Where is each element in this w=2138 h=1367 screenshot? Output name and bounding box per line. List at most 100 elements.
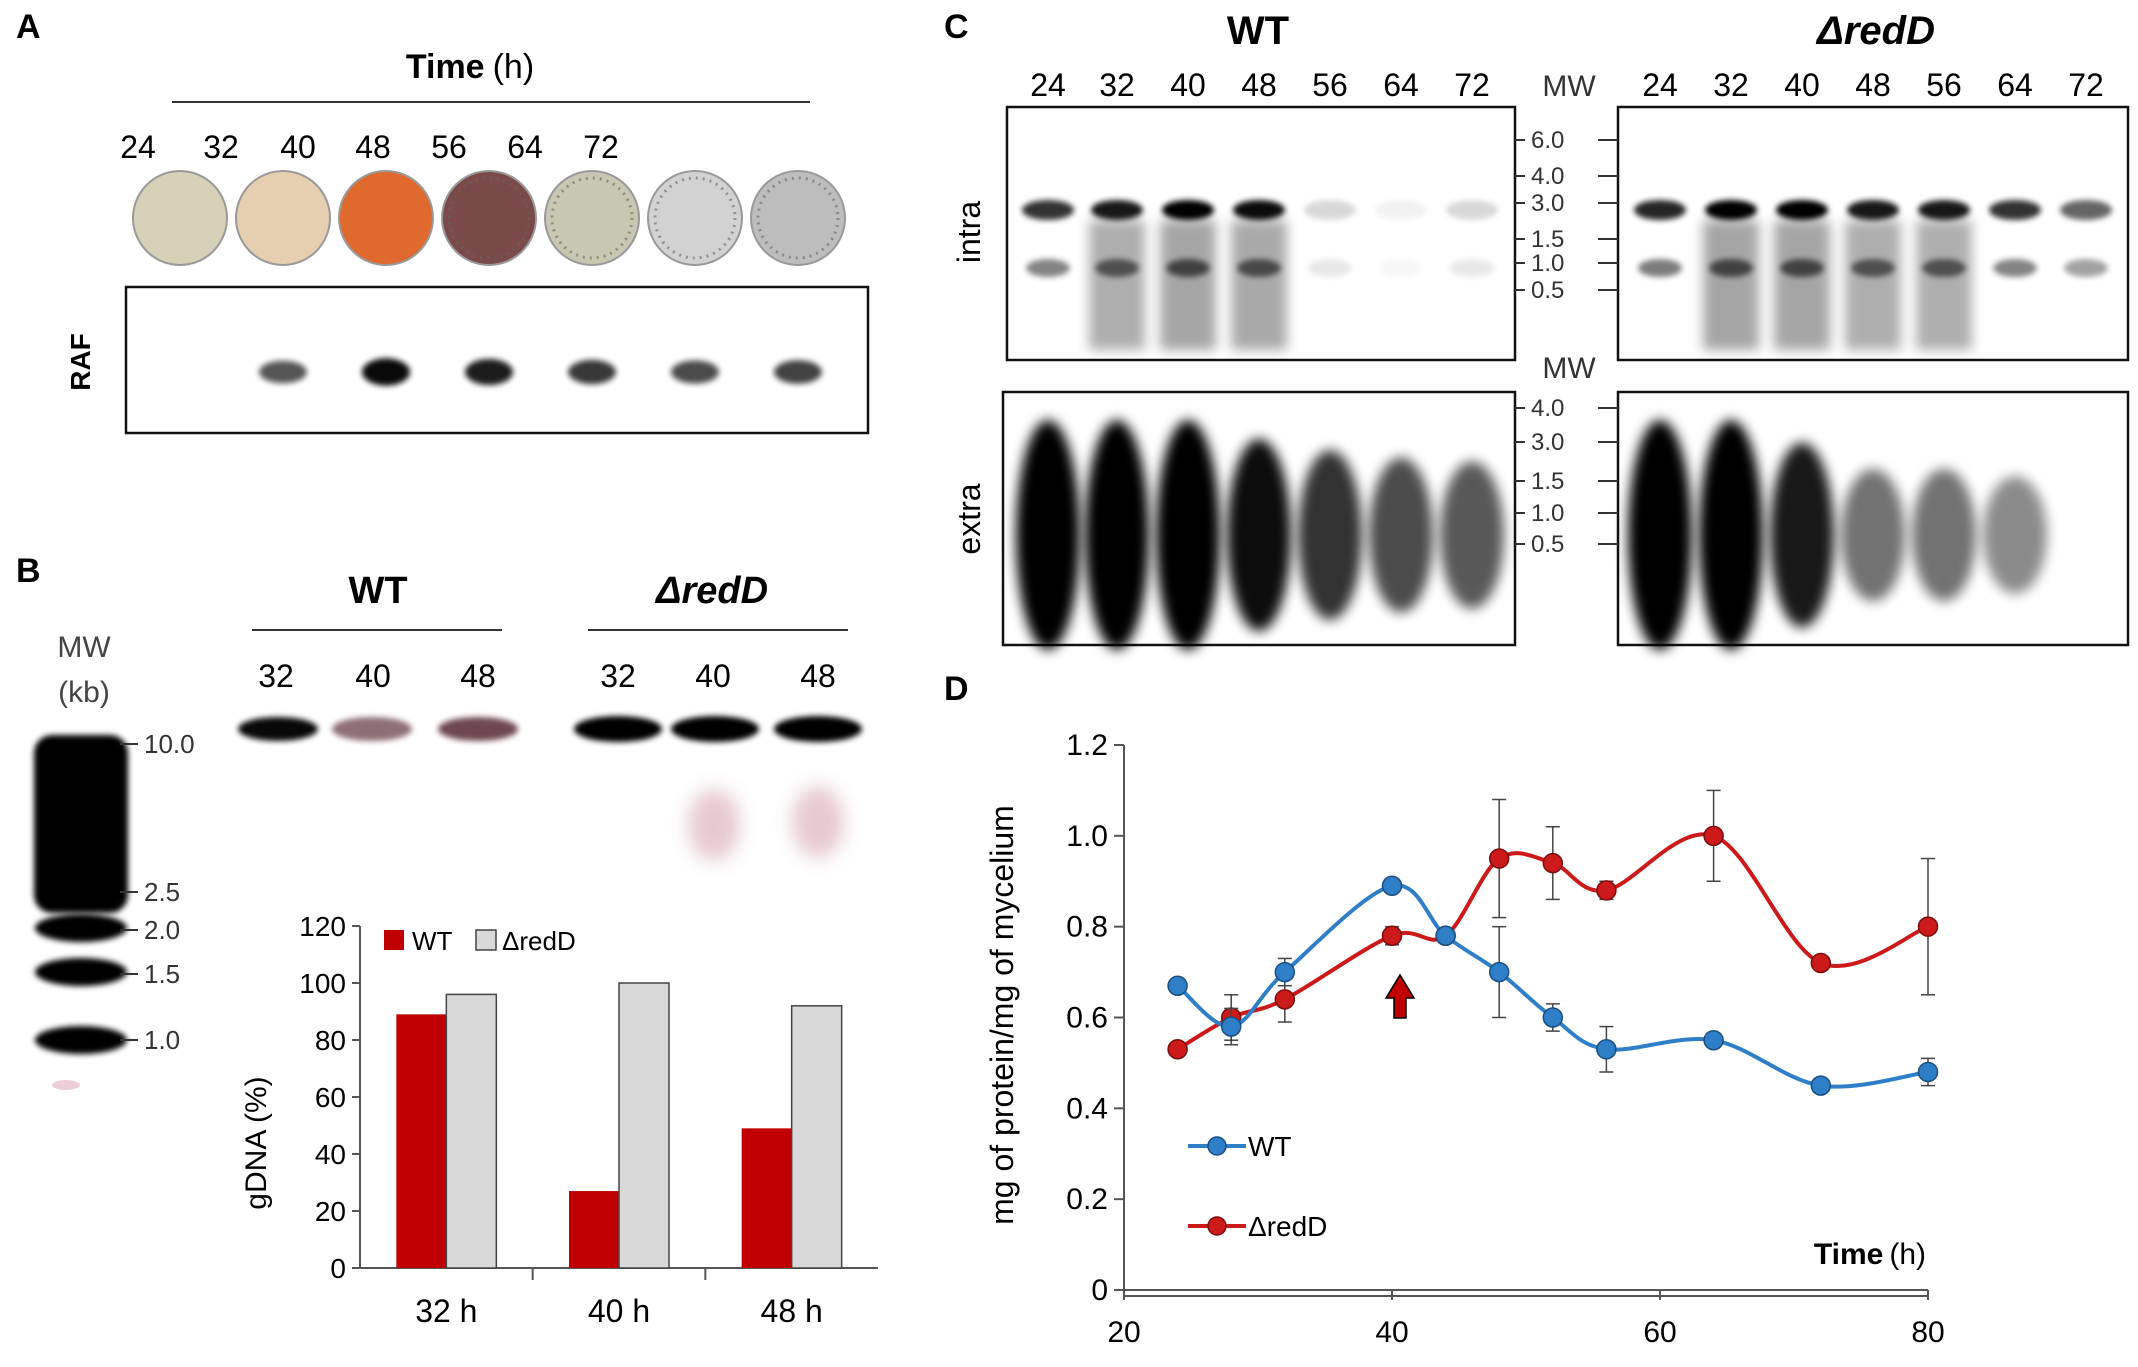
data-point-wt [1703, 1029, 1724, 1051]
data-point-wt [1542, 1007, 1564, 1028]
line-y-axis-title: mg of protein/mg of mycelium [984, 805, 1020, 1225]
line-x-tick-label: 40 [1375, 1316, 1408, 1349]
plate-texture [550, 176, 634, 260]
bar-y-tick-label: 120 [299, 911, 346, 942]
redd-onset-arrow [1384, 973, 1416, 1019]
rna-smear [1231, 220, 1287, 350]
gel-smear [688, 789, 740, 861]
line-y-tick-label: 0.8 [1066, 911, 1108, 944]
lane-label-wt: 72 [1454, 67, 1490, 103]
legend-text-wt: WT [1248, 1131, 1292, 1162]
panel-b-label: B [16, 552, 41, 590]
data-point-wt [1167, 975, 1188, 996]
mw-unit: (kb) [58, 676, 110, 709]
lane-label-wt: 40 [1170, 67, 1206, 103]
line-x-axis-title-unit: (h) [1889, 1238, 1926, 1271]
rna-smear [1983, 476, 2047, 594]
line-y-tick-label: 0.2 [1066, 1183, 1108, 1216]
lane-label-redd: 48 [800, 658, 836, 694]
bar-wt [396, 1014, 447, 1268]
rrna-band-lower [2064, 259, 2108, 277]
line-y-tick-label: 0 [1091, 1274, 1108, 1307]
culture-plate [647, 170, 743, 266]
mw-label-top: MW [1542, 70, 1596, 103]
rna-smear [1703, 220, 1759, 350]
timepoint-label: 40 [280, 129, 316, 165]
line-chart-series [1167, 789, 1939, 1096]
lane-label-wt: 40 [355, 658, 391, 694]
line-chart-axes: 0 0.2 0.4 0.6 0.8 1.0 1.2 20 40 60 80 [1066, 729, 1944, 1349]
lane-label-redd: 56 [1926, 67, 1962, 103]
bar-x-tick-label: 32 h [415, 1293, 477, 1329]
mw-marker-label: 1.0 [1531, 250, 1564, 277]
mw-marker-label: 6.0 [1531, 127, 1564, 154]
lane-label-redd: 24 [1642, 67, 1678, 103]
rna-smear [1841, 468, 1905, 602]
legend-label-wt: WT [412, 926, 453, 956]
rrna-band-upper [1446, 200, 1498, 220]
bar-wt [569, 1191, 619, 1268]
timepoint-labels: 24 32 40 48 56 64 72 [120, 129, 619, 165]
rna-mw-markers: 6.04.03.01.51.00.54.03.01.51.00.5 [1515, 127, 1618, 558]
lane-label-wt: 48 [1241, 67, 1277, 103]
mw-marker-label: 2.5 [144, 877, 180, 907]
legend-swatch-redd [475, 929, 497, 951]
mw-marker-labels: 10.0 2.5 2.0 1.5 1.0 [120, 729, 195, 1055]
gel-title-wt: WT [1227, 9, 1289, 53]
panel-d: D 0 0.2 0.4 0.6 0.8 1.0 1.2 20 40 60 80 WT ΔredD T… [944, 670, 1945, 1349]
rrna-band-upper [1776, 200, 1828, 220]
line-x-axis-title: Time (h) [1814, 1238, 1926, 1271]
rna-smear [1085, 420, 1149, 650]
data-point-redd [1917, 916, 1939, 937]
bar-redd [790, 1005, 843, 1269]
mw-marker-label: 3.0 [1531, 429, 1564, 456]
rrna-band-upper [1634, 200, 1686, 220]
line-chart-legend: WT ΔredD [1188, 1131, 1327, 1242]
lane-label-wt: 32 [1099, 67, 1135, 103]
group-label-redd: ΔredD [654, 570, 768, 612]
bar-x-tick-label: 48 h [761, 1293, 823, 1329]
culture-plates [132, 170, 846, 266]
gdna-lane-labels: 32 40 48 32 40 48 [258, 658, 836, 694]
raf-gel-bands [259, 358, 822, 386]
rrna-band-upper [1705, 200, 1757, 220]
rna-smear [1774, 220, 1830, 350]
legend-marker-wt [1207, 1136, 1227, 1156]
data-point-wt [1274, 961, 1296, 983]
bar-y-tick-label: 20 [315, 1196, 346, 1227]
rrna-band-upper [1233, 200, 1285, 220]
bar-y-tick-label: 0 [330, 1253, 346, 1284]
lane-label-redd: 32 [1713, 67, 1749, 103]
panel-a-label: A [16, 8, 41, 46]
lane-label-redd: 32 [600, 658, 636, 694]
line-y-tick-label: 1.2 [1066, 729, 1108, 762]
timepoint-label: 24 [120, 129, 156, 165]
lane-label-redd: 40 [695, 658, 731, 694]
gel-band [465, 358, 513, 386]
mw-marker-label: 4.0 [1531, 395, 1564, 422]
gel-title-redd: ΔredD [1815, 9, 1935, 53]
rrna-band-upper [1162, 200, 1214, 220]
bar-y-tick-label: 100 [299, 968, 346, 999]
rrna-band-upper [1847, 200, 1899, 220]
data-point-wt [1488, 961, 1510, 983]
lane-label-wt: 32 [258, 658, 294, 694]
culture-plate [441, 170, 537, 266]
gel-band [568, 359, 616, 385]
mw-marker-label: 1.5 [144, 959, 180, 989]
rrna-band-lower [1379, 259, 1423, 277]
line-x-tick-label: 20 [1107, 1316, 1140, 1349]
rrna-band-upper [1989, 200, 2041, 220]
gel-band [671, 360, 719, 384]
culture-plate [544, 170, 640, 266]
ladder-trace [52, 1080, 80, 1090]
mw-marker-label: 1.0 [144, 1025, 180, 1055]
timepoint-label: 32 [203, 129, 239, 165]
panel-c: C WT ΔredD 24 32 40 48 56 64 72 24 32 40 48 56 64 72 … [944, 8, 2130, 650]
gel-smear [792, 786, 844, 858]
bar-chart-legend: WT ΔredD [384, 926, 576, 956]
ladder-band [35, 914, 127, 942]
bar-chart-bars [396, 982, 843, 1269]
rna-smear [1227, 438, 1291, 632]
